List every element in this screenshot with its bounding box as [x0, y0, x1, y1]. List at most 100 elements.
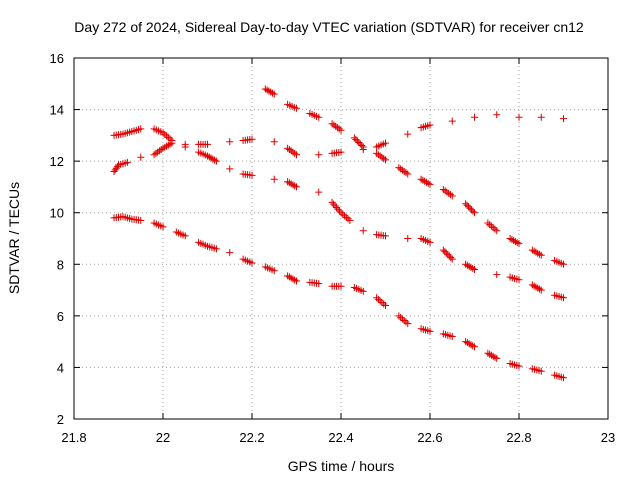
data-point-marker: [163, 142, 171, 150]
data-point-marker: [537, 251, 545, 259]
data-point-marker: [159, 223, 167, 231]
data-point-marker: [462, 260, 470, 268]
data-point-marker: [395, 312, 403, 320]
data-point-marker: [530, 247, 538, 255]
data-point-marker: [287, 274, 295, 282]
data-point-marker: [163, 132, 171, 140]
data-point-marker: [285, 273, 293, 281]
x-tick-label: 23: [601, 430, 615, 445]
data-point-marker: [248, 259, 256, 267]
y-tick-label: 6: [57, 309, 64, 324]
data-point-marker: [376, 297, 384, 305]
y-tick-label: 12: [50, 154, 64, 169]
data-point-marker: [331, 202, 339, 210]
data-point-marker: [204, 140, 211, 148]
x-tick-label: 22: [156, 430, 170, 445]
data-point-marker: [513, 239, 521, 247]
data-point-marker: [469, 264, 477, 272]
data-point-marker: [289, 181, 297, 189]
data-point-marker: [400, 167, 408, 175]
data-point-marker: [123, 158, 131, 166]
data-point-marker: [469, 342, 477, 350]
data-point-marker: [181, 140, 189, 148]
data-point-marker: [380, 300, 388, 308]
data-point-marker: [426, 327, 434, 335]
x-tick-label: 22.4: [328, 430, 353, 445]
data-point-marker: [471, 209, 478, 217]
data-point-marker: [293, 277, 300, 285]
data-point-marker: [467, 263, 475, 271]
data-point-marker: [560, 260, 567, 268]
data-point-marker: [397, 165, 405, 173]
data-point-marker: [293, 183, 300, 191]
data-point-marker: [442, 249, 450, 257]
data-point-marker: [137, 216, 145, 224]
y-tick-label: 8: [57, 257, 64, 272]
data-point-marker: [448, 117, 456, 125]
data-point-marker: [493, 271, 501, 279]
data-point-marker: [439, 186, 447, 194]
data-point-marker: [212, 245, 220, 253]
data-point-marker: [289, 148, 297, 156]
data-point-marker: [560, 374, 567, 382]
data-point-marker: [417, 175, 425, 183]
data-point-marker: [535, 285, 543, 293]
data-point-marker: [466, 204, 474, 212]
data-point-marker: [402, 169, 410, 177]
data-point-marker: [484, 349, 492, 357]
data-point-marker: [284, 178, 292, 186]
data-point-marker: [537, 367, 545, 375]
data-point-marker: [510, 237, 518, 245]
data-point-marker: [168, 139, 176, 147]
data-point-marker: [471, 343, 478, 351]
data-point-marker: [426, 121, 434, 129]
data-point-marker: [159, 144, 167, 152]
data-point-marker: [328, 198, 336, 206]
data-point-marker: [491, 353, 499, 361]
data-point-marker: [330, 121, 338, 129]
data-point-marker: [355, 138, 363, 146]
data-point-marker: [374, 151, 382, 159]
chart-title: Day 272 of 2024, Sidereal Day-to-day VTE…: [74, 19, 584, 35]
data-point-marker: [226, 165, 234, 173]
data-point-marker: [422, 178, 430, 186]
data-point-marker: [341, 212, 349, 220]
data-point-marker: [515, 276, 523, 284]
x-axis-label: GPS time / hours: [288, 458, 395, 474]
data-point-marker: [334, 205, 342, 213]
data-point-marker: [448, 332, 456, 340]
data-point-marker: [508, 236, 516, 244]
data-point-marker: [441, 187, 449, 195]
data-point-marker: [528, 281, 536, 289]
data-point-marker: [402, 318, 410, 326]
data-point-marker: [152, 149, 160, 157]
y-tick-label: 2: [57, 412, 64, 427]
grid-lines: [74, 58, 608, 419]
data-point-marker: [445, 189, 453, 197]
data-point-marker: [378, 153, 386, 161]
data-point-marker: [463, 339, 471, 347]
data-point-marker: [419, 176, 427, 184]
data-point-marker: [462, 338, 470, 346]
data-point-marker: [315, 151, 323, 159]
data-point-marker: [493, 111, 501, 119]
data-point-marker: [287, 180, 295, 188]
data-point-marker: [560, 115, 567, 123]
data-point-marker: [268, 89, 276, 97]
data-point-marker: [444, 251, 452, 259]
x-tick-label: 22.6: [417, 430, 442, 445]
x-tick-label: 22.8: [506, 430, 531, 445]
data-point-marker: [400, 316, 408, 324]
data-point-marker: [261, 85, 269, 93]
data-point-marker: [335, 125, 343, 133]
data-point-marker: [328, 120, 336, 128]
data-point-marker: [397, 313, 405, 321]
data-point-marker: [315, 188, 323, 196]
data-point-marker: [337, 209, 345, 217]
data-point-marker: [373, 294, 381, 302]
data-point-marker: [382, 139, 389, 147]
data-point-marker: [484, 219, 492, 227]
data-point-marker: [373, 149, 381, 157]
x-tick-label: 22.2: [239, 430, 264, 445]
data-point-marker: [285, 179, 293, 187]
